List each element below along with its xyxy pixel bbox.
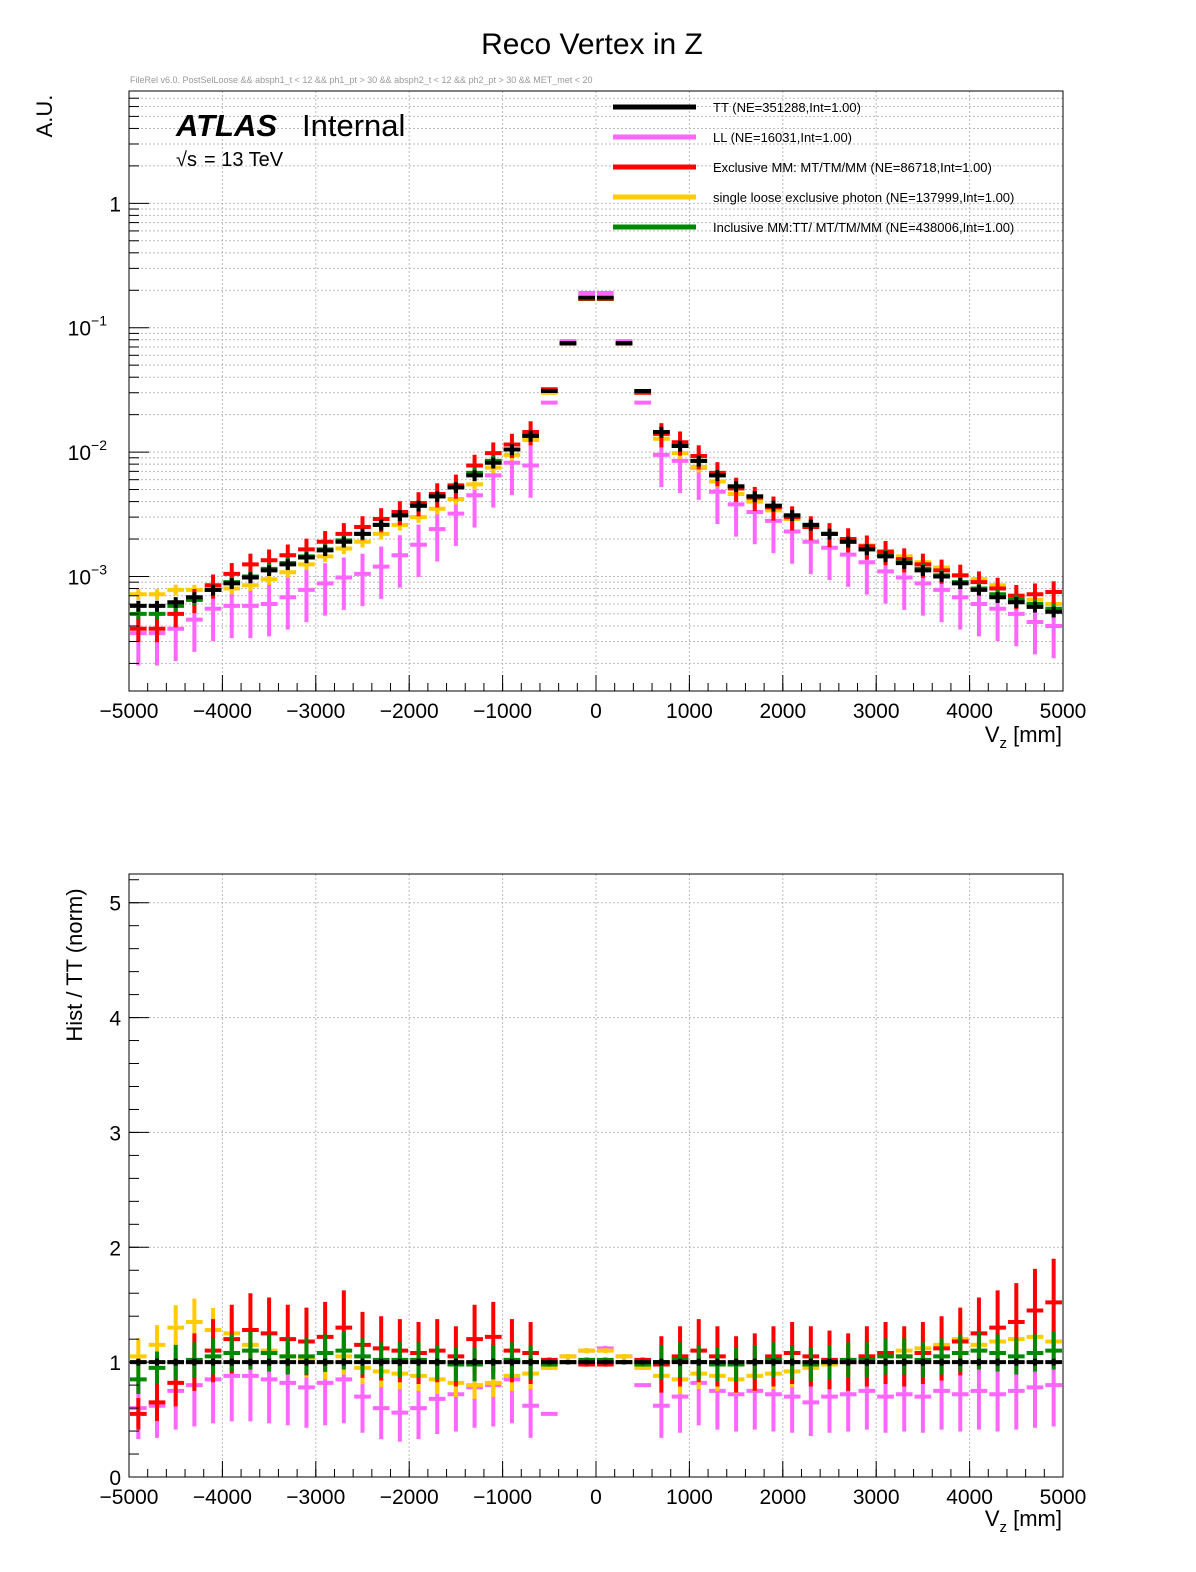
top-series-TT — [130, 295, 1062, 618]
legend-entry-InclMM: Inclusive MM:TT/ MT/TM/MM (NE=438006,Int… — [713, 220, 1014, 235]
legend-entry-LL: LL (NE=16031,Int=1.00) — [713, 130, 852, 145]
top-x-tick-label: −2000 — [380, 700, 439, 723]
top-x-tick-label: 4000 — [946, 700, 993, 723]
bottom-x-tick-label: 4000 — [946, 1486, 993, 1509]
energy-sqrt-label: √s — [176, 149, 197, 171]
top-y-tick-label: 10−2 — [68, 437, 108, 465]
top-data-marks — [130, 291, 1062, 666]
top-x-tick-label: 1000 — [666, 700, 713, 723]
bottom-y-tick-label: 2 — [109, 1237, 121, 1260]
top-y-tick-label: 10−3 — [68, 561, 108, 589]
bottom-x-tick-label: 5000 — [1040, 1486, 1087, 1509]
bottom-x-tick-label: −3000 — [286, 1486, 345, 1509]
top-y-tick-label: 1 — [109, 193, 121, 216]
atlas-status: Internal — [302, 108, 405, 143]
energy-value: = 13 TeV — [204, 149, 284, 171]
bottom-ylabel: Hist / TT (norm) — [62, 888, 87, 1041]
bottom-y-tick-label: 0 — [109, 1467, 121, 1490]
top-x-tick-label: −1000 — [473, 700, 532, 723]
bottom-x-tick-label: 2000 — [759, 1486, 806, 1509]
bottom-data-marks — [130, 1258, 1062, 1442]
selection-subtitle: FileRel v6.0. PostSelLoose && absph1_t <… — [130, 75, 593, 85]
bottom-y-tick-label: 3 — [109, 1122, 121, 1145]
bottom-y-tick-label: 1 — [109, 1352, 121, 1375]
top-y-tick-label: 10−1 — [68, 313, 108, 341]
bottom-x-tick-label: −5000 — [100, 1486, 159, 1509]
bottom-series-TT — [130, 1358, 1062, 1366]
top-x-tick-label: −3000 — [286, 700, 345, 723]
top-x-tick-label: 0 — [590, 700, 602, 723]
bottom-x-tick-label: 3000 — [853, 1486, 900, 1509]
top-x-tick-label: −5000 — [100, 700, 159, 723]
top-axes: −5000 −4000 −3000 −2000 −1000 0 1000 2000 3000 40… — [68, 90, 1087, 723]
bottom-xlabel: Vz [mm] — [985, 1506, 1062, 1536]
top-x-tick-label: 5000 — [1040, 700, 1087, 723]
bottom-x-tick-label: 1000 — [666, 1486, 713, 1509]
bottom-y-tick-label: 5 — [109, 893, 121, 916]
top-xlabel: Vz [mm] — [985, 722, 1062, 752]
bottom-y-tick-label: 4 — [109, 1008, 121, 1031]
bottom-x-tick-label: 0 — [590, 1486, 602, 1509]
top-grid — [129, 90, 1063, 691]
bottom-x-tick-label: −1000 — [473, 1486, 532, 1509]
top-x-tick-label: 3000 — [853, 700, 900, 723]
bottom-x-tick-label: −4000 — [193, 1486, 252, 1509]
top-ylabel: A.U. — [32, 95, 57, 138]
bottom-x-tick-label: −2000 — [380, 1486, 439, 1509]
legend-entry-ExclMM: Exclusive MM: MT/TM/MM (NE=86718,Int=1.0… — [713, 160, 992, 175]
bottom-axes: −5000 −4000 −3000 −2000 −1000 0 1000 2000 3000 40… — [100, 879, 1087, 1509]
top-x-tick-label: 2000 — [759, 700, 806, 723]
bottom-grid — [129, 874, 1063, 1477]
top-x-tick-label: −4000 — [193, 700, 252, 723]
chart-title: Reco Vertex in Z — [481, 28, 703, 61]
legend: TT (NE=351288,Int=1.00) LL (NE=16031,Int=… — [613, 100, 1014, 235]
legend-entry-single: single loose exclusive photon (NE=137999… — [713, 190, 1014, 205]
legend-entry-TT: TT (NE=351288,Int=1.00) — [713, 100, 861, 115]
atlas-label: ATLAS — [175, 108, 277, 143]
